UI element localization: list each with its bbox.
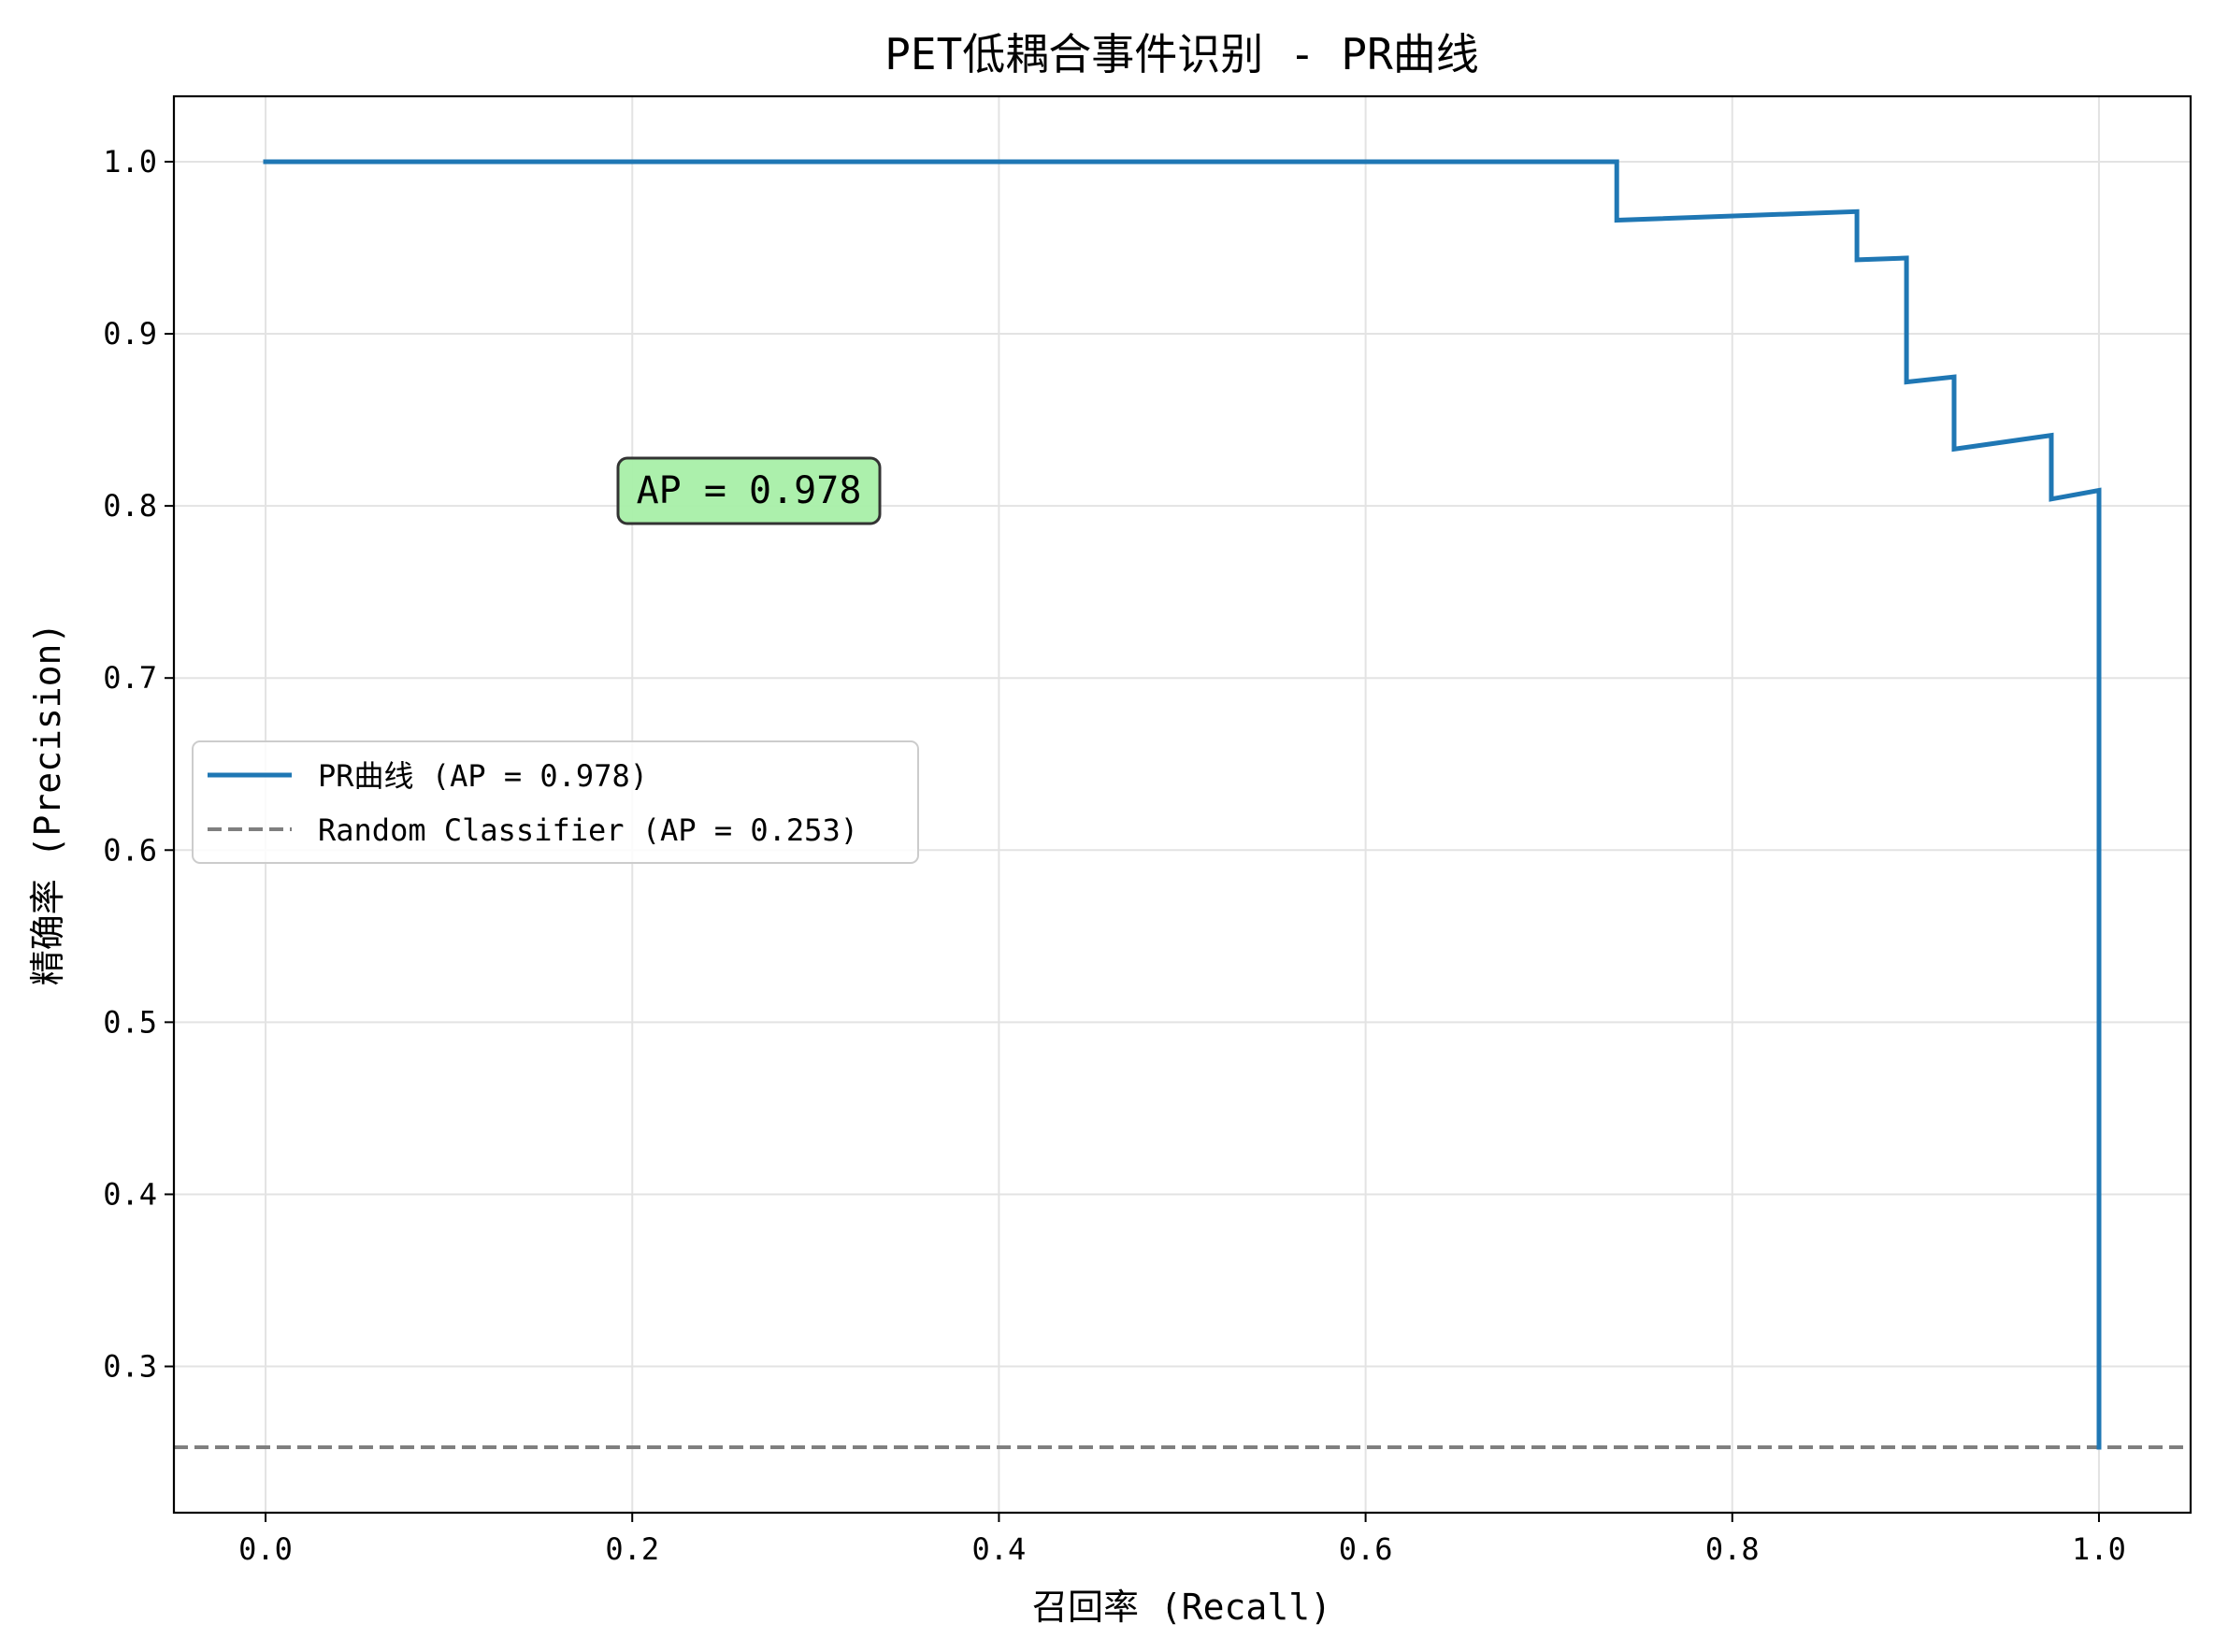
ap-annotation: AP = 0.978 [616,456,882,525]
x-tick-label: 0.8 [1705,1531,1760,1567]
y-tick-label: 1.0 [103,144,157,180]
x-tick-label: 0.2 [605,1531,659,1567]
x-tick-label: 0.4 [972,1531,1027,1567]
y-tick-label: 0.6 [103,832,157,868]
legend-label-random-classifier: Random Classifier (AP = 0.253) [318,812,858,848]
pr-curve-line [263,159,2102,1450]
x-tick-label: 0.6 [1339,1531,1393,1567]
ap-annotation-box [616,456,882,525]
y-tick-label: 0.7 [103,660,157,696]
chart-title: PET低耦合事件识别 - PR曲线 [884,29,1479,79]
y-axis-ticks: 0.3 0.4 0.5 0.6 0.7 0.8 0.9 1.0 [103,144,174,1385]
x-tick-label: 1.0 [2072,1531,2126,1567]
plot-area-frame [172,94,2192,1515]
legend: PR曲线 (AP = 0.978) Random Classifier (AP … [192,740,919,864]
y-tick-label: 0.4 [103,1176,157,1212]
y-tick-label: 0.9 [103,316,157,352]
y-tick-label: 0.3 [103,1349,157,1385]
x-axis-label: 召回率 (Recall) [1032,1587,1331,1628]
y-tick-label: 0.5 [103,1004,157,1040]
x-axis-ticks: 0.0 0.2 0.4 0.6 0.8 1.0 [238,1513,2126,1567]
y-axis-label: 精确率 (Precision) [27,623,68,986]
x-tick-label: 0.0 [238,1531,293,1567]
series-layer [174,159,2191,1450]
y-tick-label: 0.8 [103,488,157,524]
legend-label-pr-curve: PR曲线 (AP = 0.978) [318,758,648,794]
ap-annotation-text: AP = 0.978 [637,469,862,512]
legend-box [192,740,919,864]
